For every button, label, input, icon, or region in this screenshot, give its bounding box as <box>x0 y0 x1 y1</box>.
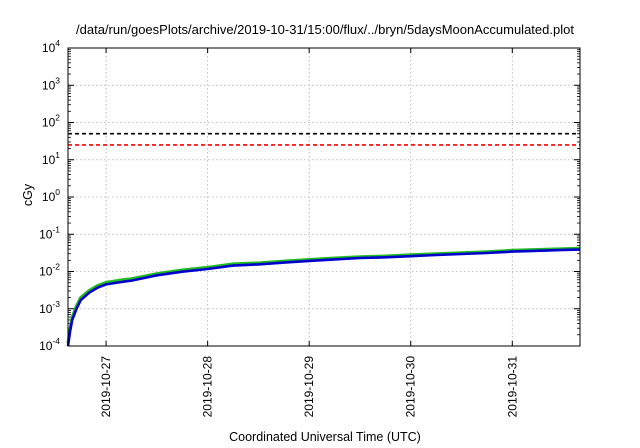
x-tick-label: 2019-10-29 <box>302 356 316 418</box>
y-tick-label: 103 <box>42 75 60 92</box>
y-tick-label: 104 <box>42 38 60 55</box>
y-tick-label: 10-3 <box>39 299 60 316</box>
plot-frame <box>67 47 581 347</box>
x-tick-label: 2019-10-31 <box>505 356 519 418</box>
series-line <box>66 248 581 347</box>
y-tick-label: 10-4 <box>39 336 60 353</box>
series-line <box>66 246 581 344</box>
x-tick-label: 2019-10-30 <box>404 356 418 418</box>
x-tick-label: 2019-10-28 <box>201 356 215 418</box>
chart-title: /data/run/goesPlots/archive/2019-10-31/1… <box>76 22 574 37</box>
y-tick-label: 102 <box>42 113 60 130</box>
y-tick-label: 10-2 <box>39 262 60 279</box>
x-axis-label: Coordinated Universal Time (UTC) <box>229 430 421 444</box>
x-tick-label: 2019-10-27 <box>99 356 113 418</box>
y-tick-label: 101 <box>42 150 60 167</box>
y-axis-label: cGy <box>21 183 35 206</box>
y-tick-label: 100 <box>42 187 60 204</box>
y-tick-label: 10-1 <box>39 224 60 241</box>
plot-area: 2019-10-27 2019-10-28 2019-10-29 2019-10-30… <box>39 38 581 418</box>
